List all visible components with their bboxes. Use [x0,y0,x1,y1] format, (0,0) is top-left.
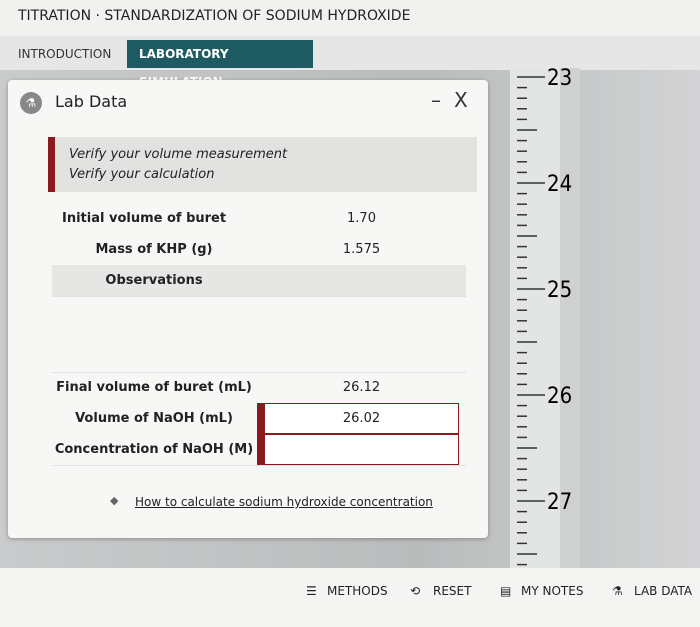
tab-bar [0,36,700,70]
tool-button[interactable]: LAB DATA [634,584,693,598]
top-bar [0,0,700,36]
tool-icon: ⚗ [612,584,623,598]
minimize[interactable]: – [431,88,441,112]
page-title: TITRATION · STANDARDIZATION OF SODIUM HY… [18,8,411,24]
buret-shade [560,68,580,568]
scale-label: 25 [547,278,572,303]
help-link[interactable]: How to calculate sodium hydroxide concen… [135,495,433,509]
table-row: Initial volume of buret (mL) 1.70 [52,203,466,257]
link-icon: ◆ [110,494,119,507]
tool-icon: ▤ [500,584,512,598]
table-row: Observations [52,265,466,297]
tool-icon: ☰ [306,584,317,598]
tool-button[interactable]: METHODS [327,584,388,598]
table-row: Concentration of NaOH (M) [52,434,466,466]
buret: 23 24 25 26 27 [510,68,580,568]
tab-active[interactable]: LABORATORY SIMULATION [127,40,313,89]
row-value: 1.575 [342,242,381,257]
close[interactable]: X [454,88,468,112]
row-label: Initial volume of buret (mL) [62,211,227,257]
scale-label: 27 [547,490,572,515]
table-row: Mass of KHP (g) 1.575 [52,234,466,266]
toolbar [0,568,700,627]
row-label: Concentration of NaOH (M) [54,442,254,457]
tab[interactable]: INTRODUCTION [18,47,112,61]
input-field[interactable]: 26.02 [257,403,459,434]
table-row: Volume of NaOH (mL) 26.02 [52,403,466,435]
row-value: 1.70 [347,211,376,226]
alert-text: Verify your volume measurement [69,147,288,162]
tool-button[interactable]: RESET [433,584,472,598]
row-label: Mass of KHP (g) [95,242,213,257]
scale-label: 24 [547,172,572,197]
scale-label: 26 [547,384,572,409]
tool-button[interactable]: MY NOTES [521,584,584,598]
row-label: Volume of NaOH (mL) [75,411,233,426]
panel-title: Lab Data [55,92,128,111]
observations-area [52,297,466,373]
scale-label: 23 [547,68,572,91]
flask-icon: ⚗ [20,92,42,114]
alert-box: Verify your volume measurement Verify yo… [48,137,477,192]
row-value: 26.12 [342,380,381,395]
row-label: Final volume of buret (mL) [56,380,252,395]
table-row: Final volume of buret (mL) 26.12 [52,372,466,404]
row-label: Observations [52,265,256,296]
tool-icon: ⟲ [410,584,421,598]
input-field[interactable] [257,434,459,465]
alert-text: Verify your calculation [69,167,215,182]
